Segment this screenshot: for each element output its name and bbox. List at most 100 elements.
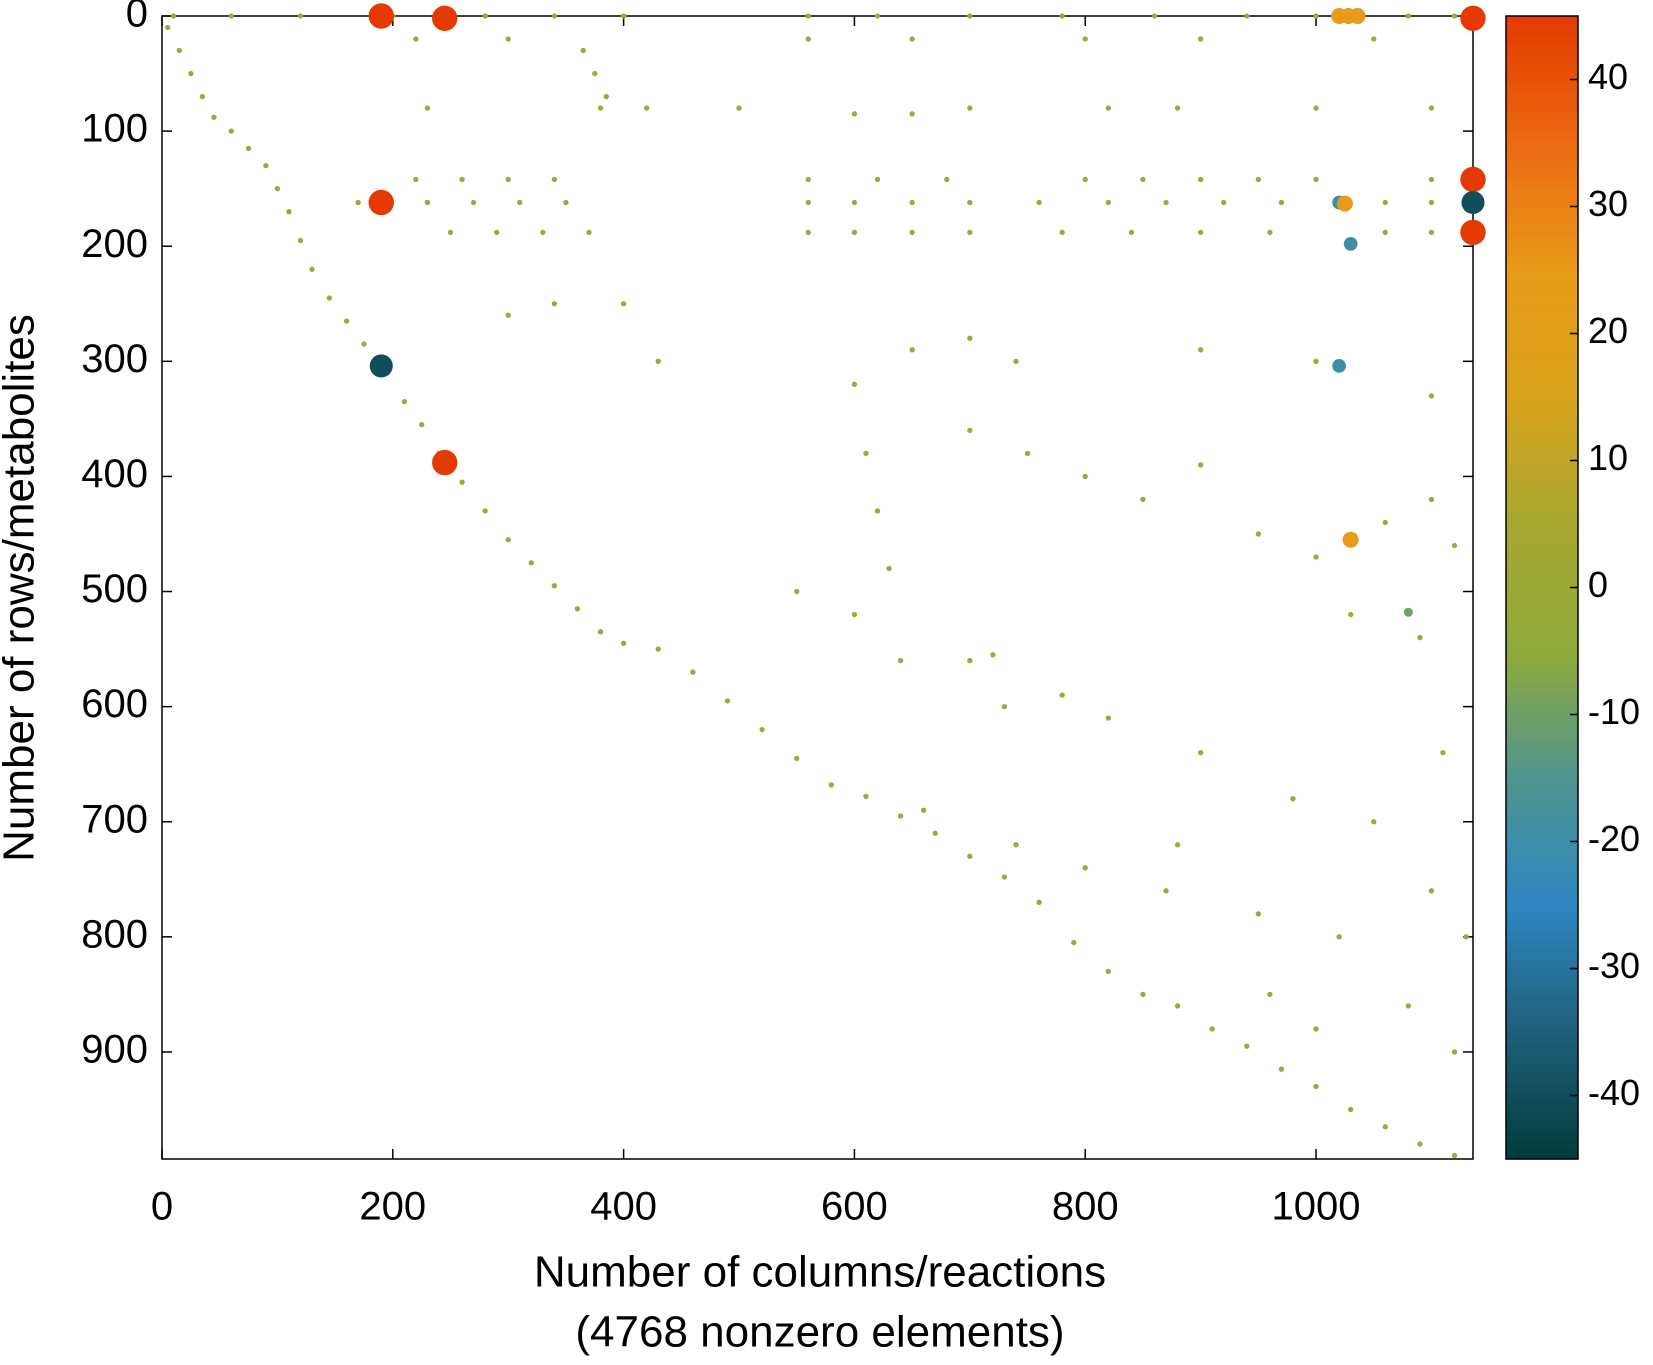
nonzero-element — [447, 229, 454, 236]
nonzero-element — [805, 13, 811, 19]
nonzero-element — [1267, 991, 1273, 998]
nonzero-element — [1278, 1066, 1285, 1072]
nonzero-element — [274, 185, 281, 192]
colorbar-strip — [1506, 368, 1578, 379]
nonzero-element — [309, 266, 315, 272]
nonzero-element — [909, 347, 915, 353]
nonzero-element — [540, 229, 546, 236]
nonzero-element — [361, 341, 367, 347]
colorbar-strip — [1506, 435, 1578, 446]
nonzero-element — [211, 114, 217, 120]
nonzero-element — [909, 199, 915, 206]
nonzero-element — [1082, 36, 1088, 42]
nonzero-element — [874, 13, 881, 19]
nonzero-element — [592, 70, 598, 77]
colorbar-strip — [1506, 120, 1578, 131]
nonzero-element — [1221, 199, 1227, 206]
nonzero-element — [413, 176, 419, 183]
nonzero-element — [413, 36, 419, 42]
colorbar-tick-label: 0 — [1588, 564, 1608, 605]
nonzero-element — [424, 105, 431, 111]
colorbar-strip — [1506, 730, 1578, 741]
nonzero-element — [1405, 13, 1412, 19]
nonzero-element — [1343, 237, 1358, 251]
colorbar-strip — [1506, 711, 1578, 722]
colorbar-strip — [1506, 863, 1578, 874]
colorbar-strip — [1506, 454, 1578, 465]
colorbar-strip — [1506, 1111, 1578, 1122]
nonzero-element — [297, 13, 304, 19]
colorbar-strip — [1506, 939, 1578, 951]
colorbar-strip — [1506, 301, 1578, 312]
nonzero-element — [1059, 692, 1065, 698]
colorbar-strip — [1506, 844, 1578, 855]
colorbar-tick-label: -30 — [1588, 945, 1640, 986]
nonzero-element — [874, 508, 881, 514]
nonzero-element — [1313, 176, 1319, 183]
nonzero-element — [967, 199, 973, 206]
nonzero-element — [494, 229, 500, 236]
nonzero-element — [1460, 219, 1486, 246]
x-tick-label: 800 — [1052, 1185, 1119, 1229]
colorbar-strip — [1506, 482, 1578, 493]
colorbar-strip — [1506, 1063, 1578, 1074]
colorbar-strip — [1506, 1149, 1578, 1160]
colorbar-strip — [1506, 82, 1578, 93]
nonzero-element — [1382, 229, 1388, 236]
colorbar-strip — [1506, 330, 1578, 341]
colorbar-tick-label: 40 — [1588, 56, 1628, 97]
nonzero-element — [794, 755, 800, 762]
colorbar-strip — [1506, 339, 1578, 350]
nonzero-element — [1451, 1049, 1458, 1055]
colorbar-strip — [1506, 1082, 1578, 1093]
nonzero-element — [724, 698, 731, 704]
colorbar-tick-label: -10 — [1588, 691, 1640, 732]
nonzero-element — [326, 295, 333, 301]
plot-frame — [161, 15, 1474, 1160]
nonzero-element — [1209, 1026, 1215, 1032]
nonzero-element — [1255, 531, 1262, 537]
nonzero-element — [574, 606, 581, 612]
nonzero-element — [1013, 842, 1019, 848]
colorbar-strip — [1506, 787, 1578, 798]
nonzero-element — [1371, 819, 1377, 825]
nonzero-element — [369, 354, 393, 378]
nonzero-element — [1197, 36, 1204, 42]
colorbar-strip — [1506, 806, 1578, 817]
nonzero-element — [655, 358, 661, 364]
colorbar-strip — [1506, 1016, 1578, 1027]
nonzero-element — [655, 646, 661, 652]
nonzero-element — [1313, 1083, 1319, 1090]
x-tick-label: 600 — [821, 1185, 888, 1229]
nonzero-element — [603, 93, 609, 100]
nonzero-element — [1013, 358, 1019, 364]
nonzero-element — [1440, 750, 1446, 756]
x-tick-label: 200 — [359, 1185, 426, 1229]
colorbar-strip — [1506, 1130, 1578, 1141]
nonzero-element — [886, 565, 892, 572]
colorbar-strip — [1506, 1120, 1578, 1132]
colorbar-strip — [1506, 901, 1578, 912]
colorbar-strip — [1506, 720, 1578, 731]
nonzero-element — [597, 105, 604, 111]
y-tick-label: 200 — [81, 222, 148, 266]
nonzero-element — [1461, 190, 1485, 215]
colorbar-strip — [1506, 111, 1578, 122]
colorbar-strip — [1506, 292, 1578, 303]
colorbar-strip — [1506, 920, 1578, 931]
nonzero-element — [1128, 229, 1135, 236]
nonzero-element — [1105, 968, 1111, 975]
nonzero-element — [401, 398, 408, 405]
colorbar-strip — [1506, 692, 1578, 703]
nonzero-element — [805, 199, 811, 206]
colorbar-strip — [1506, 54, 1578, 65]
nonzero-element — [424, 199, 431, 206]
colorbar-strip — [1506, 997, 1578, 1008]
nonzero-element — [1174, 842, 1181, 848]
nonzero-element — [505, 36, 511, 42]
nonzero-element — [528, 560, 534, 566]
colorbar-strip — [1506, 825, 1578, 836]
nonzero-element — [921, 807, 927, 813]
nonzero-element — [343, 318, 350, 324]
colorbar-tick-label: 20 — [1588, 310, 1628, 351]
